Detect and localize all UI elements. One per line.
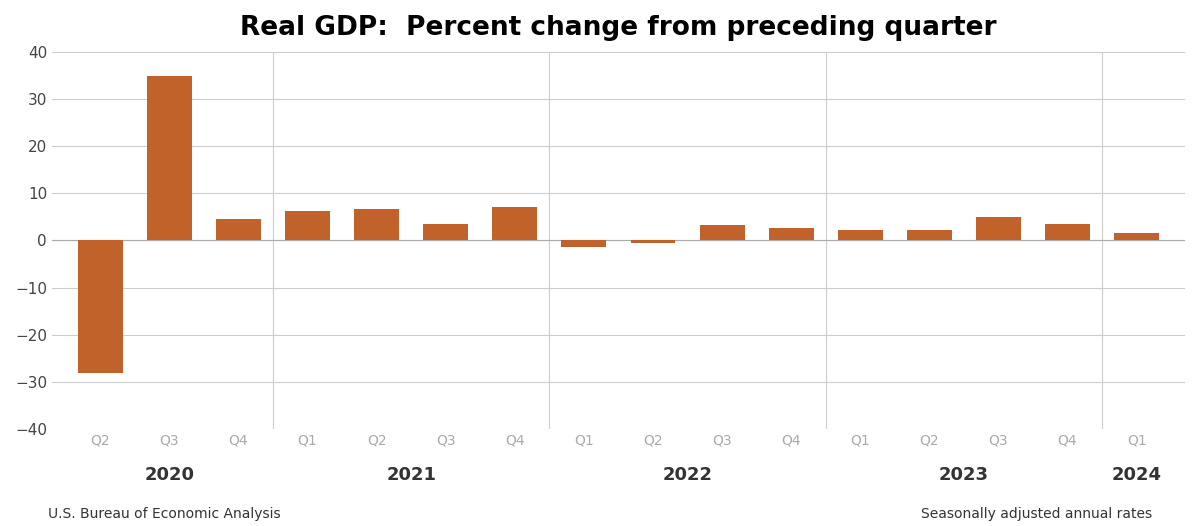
Bar <box>562 240 606 247</box>
Bar <box>78 240 122 373</box>
Title: Real GDP:  Percent change from preceding quarter: Real GDP: Percent change from preceding … <box>240 15 997 41</box>
Bar <box>1114 233 1159 240</box>
Bar <box>700 225 744 240</box>
Bar <box>769 228 814 240</box>
Text: Seasonally adjusted annual rates: Seasonally adjusted annual rates <box>920 507 1152 521</box>
Bar <box>424 224 468 240</box>
Bar <box>976 217 1021 240</box>
Text: 2023: 2023 <box>938 466 989 484</box>
Bar <box>907 230 952 240</box>
Bar <box>286 210 330 240</box>
Bar <box>1045 224 1090 240</box>
Text: U.S. Bureau of Economic Analysis: U.S. Bureau of Economic Analysis <box>48 507 281 521</box>
Bar <box>492 207 538 240</box>
Text: 2020: 2020 <box>144 466 194 484</box>
Bar <box>838 230 883 240</box>
Bar <box>354 209 400 240</box>
Text: 2021: 2021 <box>386 466 437 484</box>
Text: 2024: 2024 <box>1111 466 1162 484</box>
Bar <box>630 240 676 242</box>
Bar <box>216 219 260 240</box>
Text: 2022: 2022 <box>662 466 713 484</box>
Bar <box>146 76 192 240</box>
